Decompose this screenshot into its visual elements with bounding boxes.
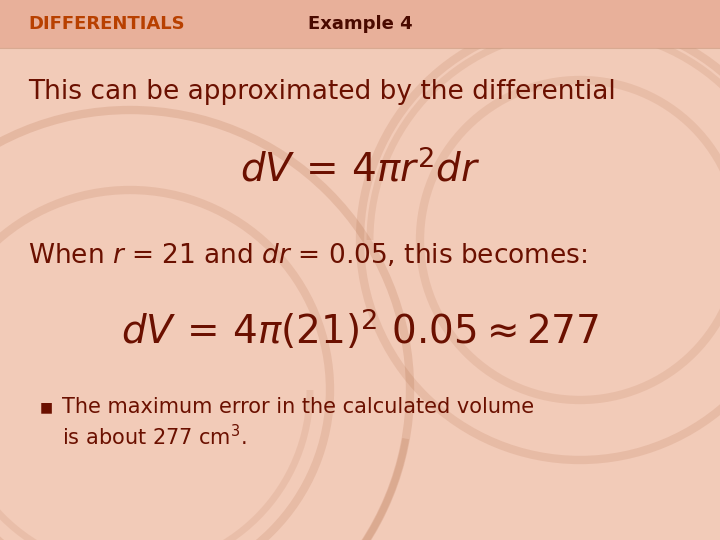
Text: DIFFERENTIALS: DIFFERENTIALS [28, 15, 184, 33]
Text: $\mathit{d}V\/ =\/ 4\pi(21)^2\ 0.05 \approx 277$: $\mathit{d}V\/ =\/ 4\pi(21)^2\ 0.05 \app… [121, 308, 599, 352]
Text: Example 4: Example 4 [307, 15, 413, 33]
Text: ■: ■ [40, 400, 53, 414]
Text: The maximum error in the calculated volume: The maximum error in the calculated volu… [62, 397, 534, 417]
FancyBboxPatch shape [0, 0, 720, 48]
Text: This can be approximated by the differential: This can be approximated by the differen… [28, 79, 616, 105]
Text: is about 277 cm$^3$.: is about 277 cm$^3$. [62, 424, 246, 450]
Text: When $\mathit{r}$ = 21 and $\mathit{d}r$ = 0.05, this becomes:: When $\mathit{r}$ = 21 and $\mathit{d}r$… [28, 241, 588, 268]
Text: $\mathit{d}V\/ =\/ 4\pi r^2\mathit{d}r$: $\mathit{d}V\/ =\/ 4\pi r^2\mathit{d}r$ [240, 150, 480, 190]
